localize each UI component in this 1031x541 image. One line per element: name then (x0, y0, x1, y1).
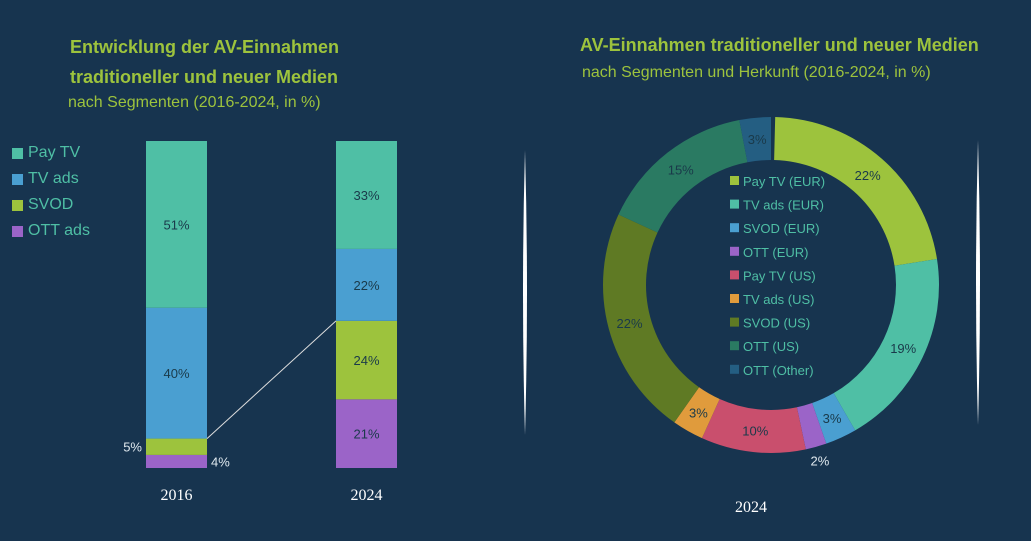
bar-data-label: 24% (353, 353, 379, 368)
legend-swatch (12, 199, 23, 211)
donut-slice (833, 259, 940, 431)
donut-data-label: 22% (616, 316, 642, 331)
legend-item: TV ads (12, 166, 90, 192)
donut-legend-swatch (730, 176, 739, 185)
legend-label: OTT ads (28, 222, 90, 239)
bar-segment (336, 248, 397, 321)
legend-label: SVOD (28, 196, 74, 213)
donut-year-label: 2024 (735, 499, 767, 516)
legend-swatch (12, 147, 23, 159)
donut-legend-label: Pay TV (US) (743, 268, 816, 283)
bar-segment (146, 438, 207, 455)
donut-legend-label: OTT (US) (743, 339, 799, 354)
donut-data-label: 22% (855, 168, 881, 183)
donut-legend-swatch (730, 246, 739, 256)
donut-slice (774, 117, 937, 266)
bar-category-label: 2024 (351, 487, 383, 504)
donut-legend-label: OTT (Other) (743, 363, 814, 378)
donut-legend-swatch (730, 294, 739, 303)
donut-legend-label: OTT (EUR) (743, 245, 808, 260)
donut-legend-label: Pay TV (EUR) (743, 174, 825, 189)
bar-segment (146, 307, 207, 439)
donut-legend-swatch (730, 199, 739, 209)
bar-category-label: 2016 (161, 487, 193, 504)
donut-slice (603, 214, 700, 423)
legend-item: Pay TV (12, 140, 90, 166)
bar-chart-title: Entwicklung der AV-Einnahmen traditionel… (70, 37, 340, 87)
donut-slice (812, 393, 856, 444)
bar-data-label: 5% (123, 440, 142, 455)
donut-data-label: 3% (748, 132, 767, 147)
bar-chart-subtitle: nach Segmenten (2016-2024, in %) (68, 94, 321, 111)
donut-legend-swatch (730, 223, 739, 233)
donut-slice (796, 403, 827, 450)
legend-item: OTT ads (12, 218, 90, 244)
bar-segment (336, 399, 397, 468)
legend-swatch (12, 173, 23, 185)
separator-line (976, 140, 980, 425)
bar-data-label: 40% (163, 366, 189, 381)
bar-segment (146, 454, 207, 468)
donut-data-label: 3% (689, 405, 708, 420)
donut-data-label: 19% (890, 341, 916, 356)
donut-legend-label: TV ads (US) (743, 292, 815, 307)
donut-data-label: 10% (742, 424, 768, 439)
bar-data-label: 51% (163, 217, 189, 232)
donut-legend-swatch (730, 341, 739, 351)
donut-data-label: 15% (668, 163, 694, 178)
bar-data-label: 22% (353, 278, 379, 293)
legend-item: SVOD (12, 192, 90, 218)
separator-line (523, 150, 527, 435)
bar-data-label: 21% (353, 427, 379, 442)
donut-subtitle: nach Segmenten und Herkunft (2016-2024, … (582, 64, 931, 81)
bar-segment (146, 141, 207, 308)
legend-label: TV ads (28, 170, 79, 187)
connector-line (206, 320, 337, 439)
donut-slice (701, 398, 806, 453)
donut-slice (674, 387, 720, 439)
donut-legend-label: SVOD (EUR) (743, 221, 820, 236)
donut-data-label: 3% (823, 411, 842, 426)
donut-legend-swatch (730, 317, 739, 327)
donut-legend-swatch (730, 364, 739, 374)
donut-slice (618, 120, 748, 233)
legend-label: Pay TV (28, 144, 81, 161)
bar-segment (336, 141, 397, 249)
donut-legend-swatch (730, 270, 739, 280)
bar-legend: Pay TV TV ads SVOD OTT ads (12, 140, 90, 244)
legend-swatch (12, 225, 23, 237)
donut-data-label: 2% (810, 453, 829, 468)
bar-data-label: 4% (211, 454, 230, 469)
donut-slice (739, 117, 771, 163)
donut-legend-label: TV ads (EUR) (743, 198, 824, 213)
donut-legend-label: SVOD (US) (743, 316, 810, 331)
bar-segment (336, 320, 397, 400)
bar-data-label: 33% (353, 188, 379, 203)
donut-title: AV-Einnahmen traditioneller und neuer Me… (580, 35, 979, 55)
